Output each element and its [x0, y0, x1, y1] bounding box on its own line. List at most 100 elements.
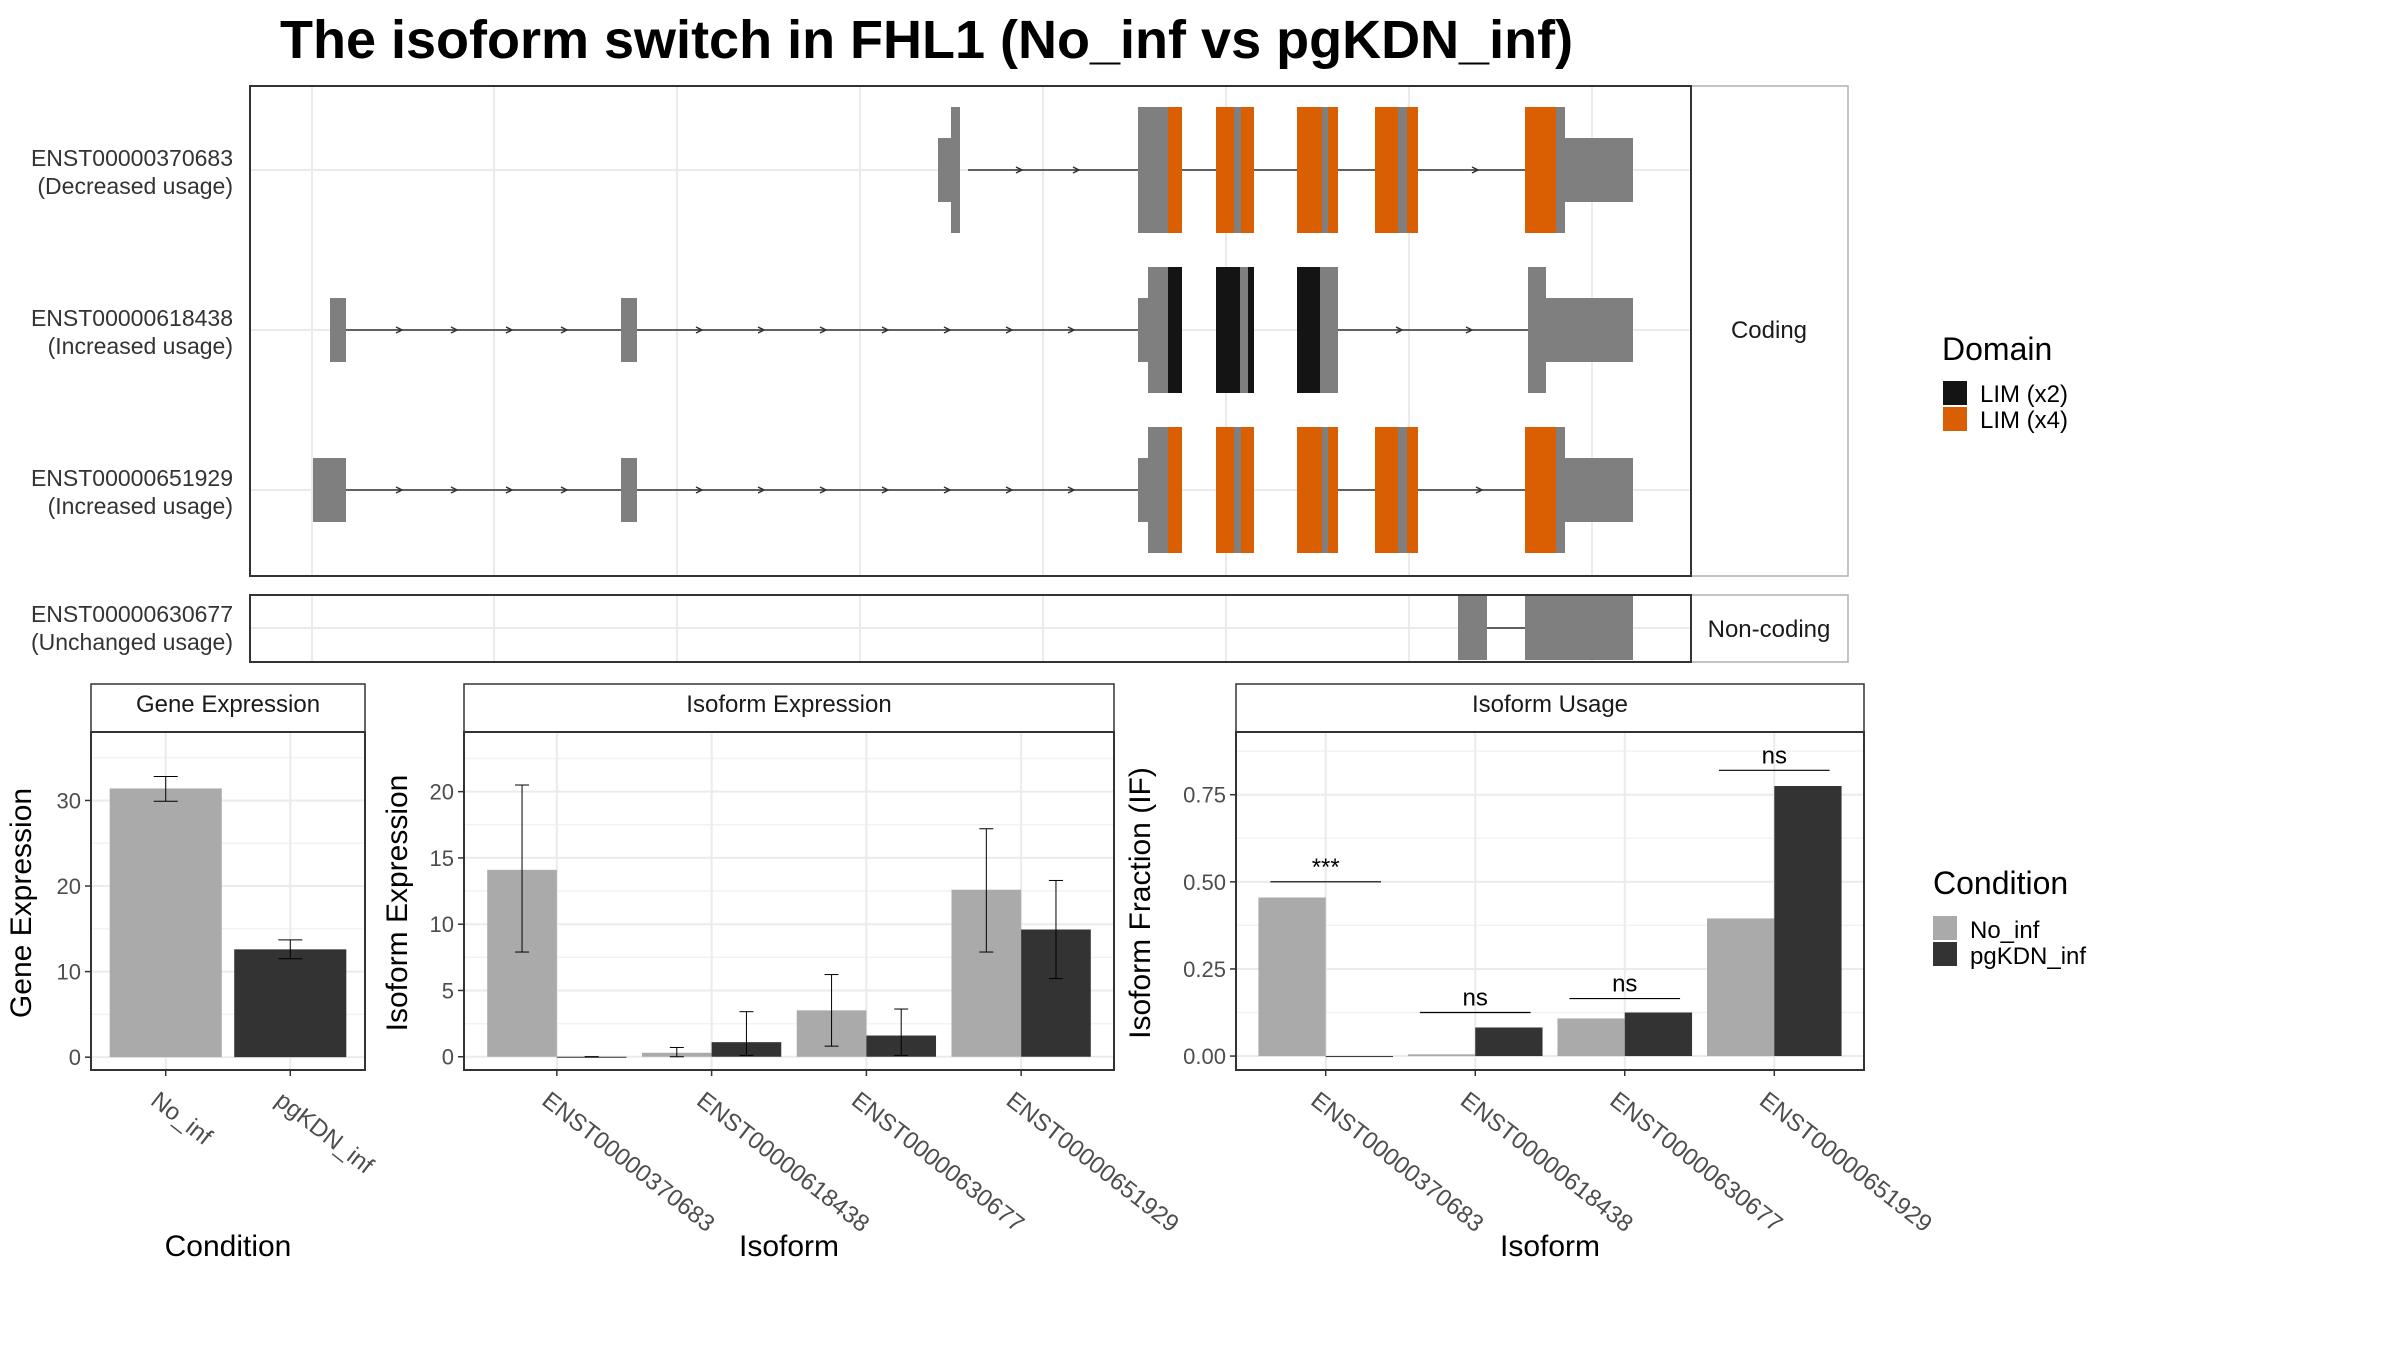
chart-panel: Isoform Expression 0 5 10 15 20 ENST0000037068… — [381, 683, 1184, 1263]
strand-arrow — [757, 326, 766, 334]
y-axis-title: Gene Expression — [5, 788, 38, 1018]
y-tick-label: 10 — [430, 912, 454, 937]
strand-arrow — [943, 326, 952, 334]
condition-legend-label: pgKDN_inf — [1970, 943, 2086, 970]
lim-x4-domain — [1375, 427, 1398, 553]
x-axis-title: Isoform — [1500, 1230, 1600, 1263]
isoform-id-label: ENST00000630677 — [31, 601, 233, 627]
exon — [1322, 427, 1328, 553]
lim-x4-domain — [1328, 427, 1338, 553]
lim-x4-domain — [1525, 107, 1556, 233]
strand-arrow — [395, 326, 404, 334]
domain-legend: Domain LIM (x2)LIM (x4) — [1942, 331, 2068, 434]
lim-x4-domain — [1375, 107, 1398, 233]
significance-label: ns — [1762, 742, 1787, 769]
significance-label: *** — [1312, 854, 1340, 881]
exon — [1322, 107, 1328, 233]
domain-legend-label: LIM (x4) — [1980, 407, 2068, 434]
domain-legend-key — [1943, 407, 1967, 431]
x-axis-title: Isoform — [739, 1230, 839, 1263]
exon — [1320, 267, 1338, 393]
noncoding-exon — [1458, 596, 1487, 660]
utr-exon — [1138, 458, 1148, 522]
isoform-usage-label: (Increased usage) — [48, 493, 233, 519]
utr-exon — [313, 458, 346, 522]
strand-arrow — [881, 486, 890, 494]
y-tick-label: 15 — [430, 846, 454, 871]
strand-arrow — [881, 326, 890, 334]
y-tick-label: 0.00 — [1183, 1044, 1226, 1069]
isoform-usage-label: (Increased usage) — [48, 333, 233, 359]
exon — [1398, 107, 1407, 233]
utr-exon — [1138, 298, 1148, 362]
bar — [1325, 1056, 1393, 1058]
chart-strip — [1235, 683, 1865, 733]
y-tick-label: 0.75 — [1183, 783, 1226, 808]
exon — [1138, 107, 1168, 233]
lim-x2-domain — [1216, 267, 1240, 393]
strand-arrow — [695, 326, 704, 334]
lim-x2-domain — [1168, 267, 1182, 393]
strand-arrow — [1005, 326, 1014, 334]
y-tick-label: 20 — [57, 874, 81, 899]
y-axis-title: Isoform Fraction (IF) — [1124, 767, 1157, 1039]
x-tick-label: No_inf — [146, 1087, 218, 1151]
strand-arrow — [1067, 486, 1076, 494]
strand-arrow — [1395, 326, 1404, 334]
lim-x4-domain — [1328, 107, 1338, 233]
chart-panel-border — [1235, 731, 1865, 1071]
utr-exon — [330, 298, 346, 362]
significance-label: ns — [1612, 971, 1637, 998]
y-tick-label: 0 — [69, 1045, 81, 1070]
y-tick-label: 20 — [430, 780, 454, 805]
strip-noncoding-label: Non-coding — [1708, 616, 1831, 643]
exon — [1398, 427, 1407, 553]
strand-arrow — [757, 486, 766, 494]
strand-arrow — [395, 486, 404, 494]
bar — [109, 788, 222, 1058]
significance-label: ns — [1463, 985, 1488, 1012]
exon — [951, 107, 960, 233]
chart-strip-label: Gene Expression — [136, 691, 320, 718]
bar — [1707, 918, 1775, 1057]
strand-arrow — [1471, 166, 1480, 174]
lim-x2-domain — [1297, 267, 1320, 393]
exon — [1556, 107, 1565, 233]
isoform-id-label: ENST00000651929 — [31, 465, 233, 491]
x-axis-title: Condition — [165, 1230, 292, 1263]
isoform-id-label: ENST00000618438 — [31, 305, 233, 331]
strand-arrow — [1072, 166, 1081, 174]
y-tick-label: 30 — [57, 788, 81, 813]
strand-arrow — [505, 486, 514, 494]
domain-legend-label: LIM (x2) — [1980, 381, 2068, 408]
lim-x4-domain — [1241, 107, 1254, 233]
y-tick-label: 0.25 — [1183, 957, 1226, 982]
chart-strip — [90, 683, 366, 733]
y-axis-title: Isoform Expression — [381, 775, 414, 1032]
lim-x4-domain — [1297, 427, 1322, 553]
x-tick-label: ENST00000370683 — [537, 1087, 720, 1238]
strip-coding-label: Coding — [1731, 317, 1807, 344]
isoform-structure-panel: Coding Non-coding ENST00000370683(Decrease… — [31, 85, 1849, 663]
utr-exon — [621, 298, 637, 362]
y-tick-label: 10 — [57, 960, 81, 985]
utr-exon — [1565, 458, 1633, 522]
strand-arrow — [560, 326, 569, 334]
domain-legend-title: Domain — [1942, 331, 2052, 367]
utr-exon — [1565, 138, 1633, 202]
strand-arrow — [450, 326, 459, 334]
bar — [1407, 1054, 1476, 1057]
structure-panel-border — [249, 594, 1692, 663]
lim-x4-domain — [1525, 427, 1556, 553]
lim-x4-domain — [1407, 427, 1418, 553]
exon — [1240, 267, 1248, 393]
strand-arrow — [943, 486, 952, 494]
condition-legend-key — [1933, 916, 1957, 940]
strand-arrow — [505, 326, 514, 334]
bar — [1258, 897, 1326, 1057]
chart-panel: Isoform Usage***nsnsns0.000.250.500.75EN… — [1124, 683, 1937, 1263]
y-tick-label: 5 — [442, 978, 454, 1003]
bar — [1624, 1012, 1693, 1057]
strand-arrow — [1465, 326, 1474, 334]
